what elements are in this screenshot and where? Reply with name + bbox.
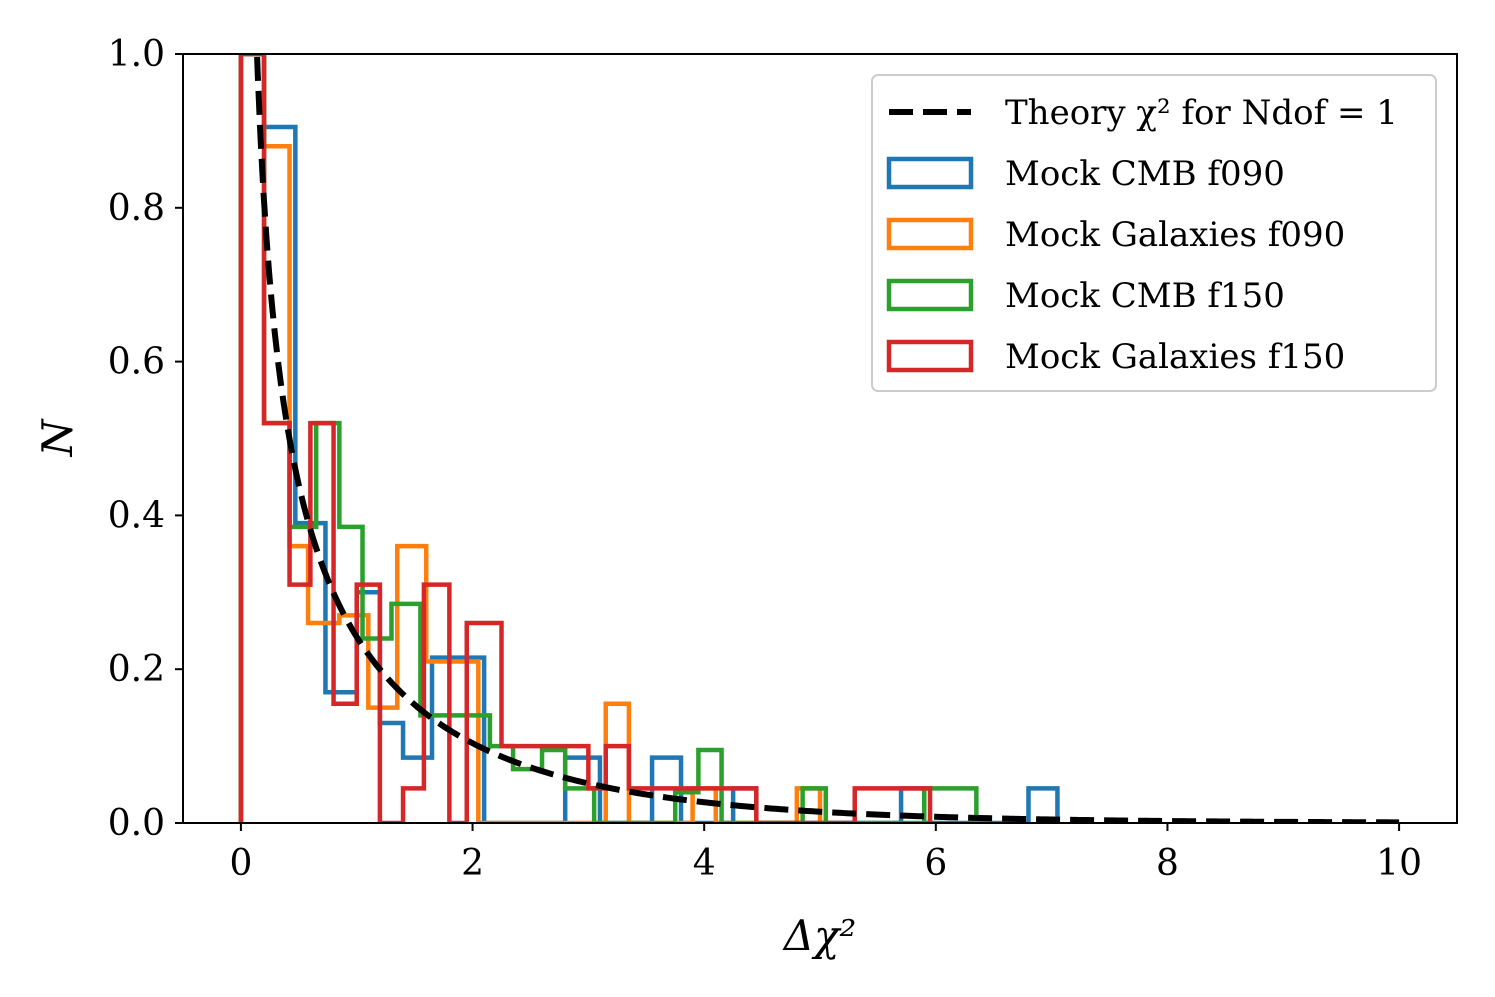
x-tick-label: 0: [229, 843, 252, 884]
x-tick-label: 8: [1156, 843, 1179, 884]
legend-swatch-box: [886, 339, 974, 373]
y-axis-ticks: 0.0 0.2 0.4 0.6 0.8 1.0: [108, 34, 183, 844]
x-tick-label: 4: [693, 843, 716, 884]
legend-label: Mock Galaxies f150: [1005, 337, 1345, 377]
y-tick-label: 0.2: [108, 649, 165, 690]
legend-entry-mock-galaxies-f150: Mock Galaxies f150: [886, 337, 1345, 377]
y-tick-label: 0.4: [108, 495, 165, 536]
legend-swatch-box: [886, 217, 974, 251]
y-tick-label: 0.8: [108, 188, 165, 229]
x-tick-label: 2: [461, 843, 484, 884]
plot-frame: [182, 53, 1458, 824]
y-axis-label: N: [33, 418, 82, 457]
legend-entry-mock-cmb-f150: Mock CMB f150: [886, 276, 1285, 316]
histogram-mock-cmb-f150: [238, 54, 979, 823]
x-tick-label: 10: [1376, 843, 1422, 884]
legend-entry-mock-cmb-f090: Mock CMB f090: [886, 154, 1285, 194]
legend-swatch-box: [886, 278, 974, 312]
histogram-mock-galaxies-f150: [238, 54, 933, 823]
legend-label: Mock Galaxies f090: [1005, 215, 1345, 255]
x-tick-label: 6: [924, 843, 947, 884]
legend: Theory χ² for Ndof = 1 Mock CMB f090 Mock …: [871, 74, 1437, 392]
legend-entries: Theory χ² for Ndof = 1 Mock CMB f090 Mock …: [886, 93, 1398, 377]
y-tick-label: 0.0: [108, 803, 165, 844]
legend-swatch-box: [886, 156, 974, 190]
x-axis-label: Δχ²: [782, 911, 857, 960]
y-tick-label: 0.6: [108, 342, 165, 383]
legend-entry-theory-for-ndof-1: Theory χ² for Ndof = 1: [889, 93, 1398, 133]
y-tick-label: 1.0: [108, 34, 165, 75]
histogram-mock-galaxies-f090: [238, 54, 823, 823]
legend-label: Mock CMB f090: [1005, 154, 1285, 194]
legend-label: Mock CMB f150: [1005, 276, 1285, 316]
legend-label: Theory χ² for Ndof = 1: [1005, 93, 1398, 133]
theory-curve-layer: [254, 54, 1400, 823]
legend-entry-mock-galaxies-f090: Mock Galaxies f090: [886, 215, 1345, 255]
legend-box: [871, 74, 1437, 392]
x-axis-ticks: 0 2 4 6 8 10: [229, 823, 1422, 884]
theory-curve: [254, 54, 1400, 823]
